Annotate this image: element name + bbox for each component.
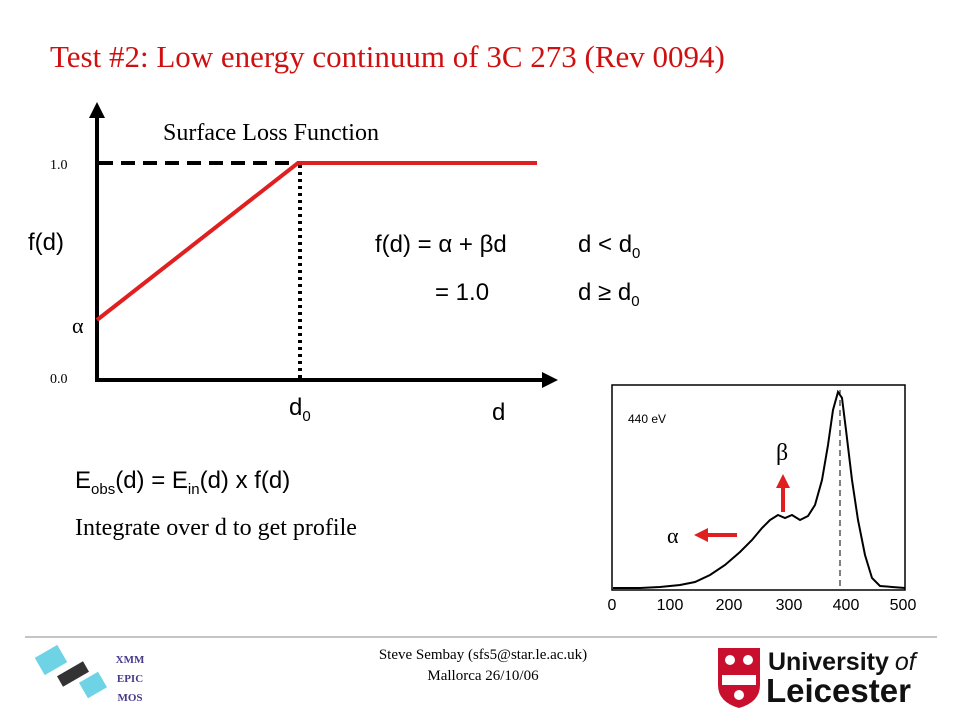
- event: Mallorca 26/10/06: [427, 668, 539, 684]
- arrow: [694, 528, 708, 542]
- alpha-label: α: [72, 313, 84, 338]
- y-tick: 0.0: [50, 372, 68, 387]
- condition: d ≥ d0: [578, 279, 640, 310]
- shield-band: [722, 675, 756, 685]
- d0-sub: 0: [302, 408, 310, 425]
- beta-label: β: [776, 440, 788, 466]
- university-name: University of: [768, 648, 919, 676]
- arrow: [542, 372, 558, 388]
- solar-panel: [34, 644, 68, 676]
- inset-tick: 500: [890, 597, 917, 614]
- formula-sub: in: [188, 481, 200, 498]
- condition: d < d0: [578, 231, 640, 262]
- logo-text: MOS: [117, 692, 142, 704]
- university-name: Leicester: [766, 672, 911, 709]
- shield-rose: [734, 690, 744, 700]
- university-word: of: [895, 648, 919, 676]
- logo-text: EPIC: [117, 673, 143, 685]
- cond-sub: 0: [631, 293, 639, 310]
- x-label: d: [492, 399, 505, 426]
- arrow: [776, 474, 790, 488]
- d0-label: d0: [289, 394, 311, 425]
- shield-rose: [743, 655, 753, 665]
- formula-part: E: [75, 467, 91, 494]
- author: Steve Sembay (sfs5@star.le.ac.uk): [379, 647, 587, 663]
- d0-base: d: [289, 394, 302, 421]
- cond-text: d ≥ d: [578, 279, 631, 306]
- formula-part: (d) x f(d): [200, 467, 291, 494]
- spectrum-curve: [613, 389, 906, 589]
- xmm-logo: XMM EPIC MOS: [34, 644, 145, 704]
- y-tick: 1.0: [50, 158, 68, 173]
- inset-frame: [611, 384, 906, 591]
- equation: = 1.0: [435, 279, 489, 306]
- loss-curve: [95, 161, 537, 322]
- formula-part: (d) = E: [115, 467, 188, 494]
- shield-rose: [725, 655, 735, 665]
- slide-title: Test #2: Low energy continuum of 3C 273 …: [50, 39, 725, 74]
- formula-sub: obs: [91, 481, 115, 498]
- y-label: f(d): [28, 229, 64, 256]
- inset-tick: 0: [608, 597, 617, 614]
- cond-sub: 0: [632, 245, 640, 262]
- inset-tick: 400: [833, 597, 860, 614]
- inset-tick: 100: [657, 597, 684, 614]
- leicester-logo: University of Leicester: [718, 648, 919, 709]
- inset-label: 440 eV: [628, 412, 666, 426]
- note: Integrate over d to get profile: [75, 515, 357, 541]
- equation: f(d) = α + βd: [375, 231, 507, 258]
- arrow: [89, 102, 105, 118]
- satellite-body: [57, 661, 89, 687]
- university-word: University: [768, 648, 889, 676]
- formula: Eobs(d) = Ein(d) x f(d): [75, 467, 290, 498]
- solar-panel: [78, 671, 108, 699]
- inset-tick: 200: [716, 597, 743, 614]
- diagram-title: Surface Loss Function: [163, 120, 379, 146]
- inset-tick: 300: [776, 597, 803, 614]
- alpha-label: α: [667, 523, 679, 548]
- cond-text: d < d: [578, 231, 632, 258]
- loss-diagram: Surface Loss Function 1.0 0.0 f(d) α d0 …: [28, 102, 558, 426]
- logo-text: XMM: [116, 654, 145, 666]
- inset-spectrum: 440 eV 0 100 200 300 400 500 β α: [608, 384, 917, 614]
